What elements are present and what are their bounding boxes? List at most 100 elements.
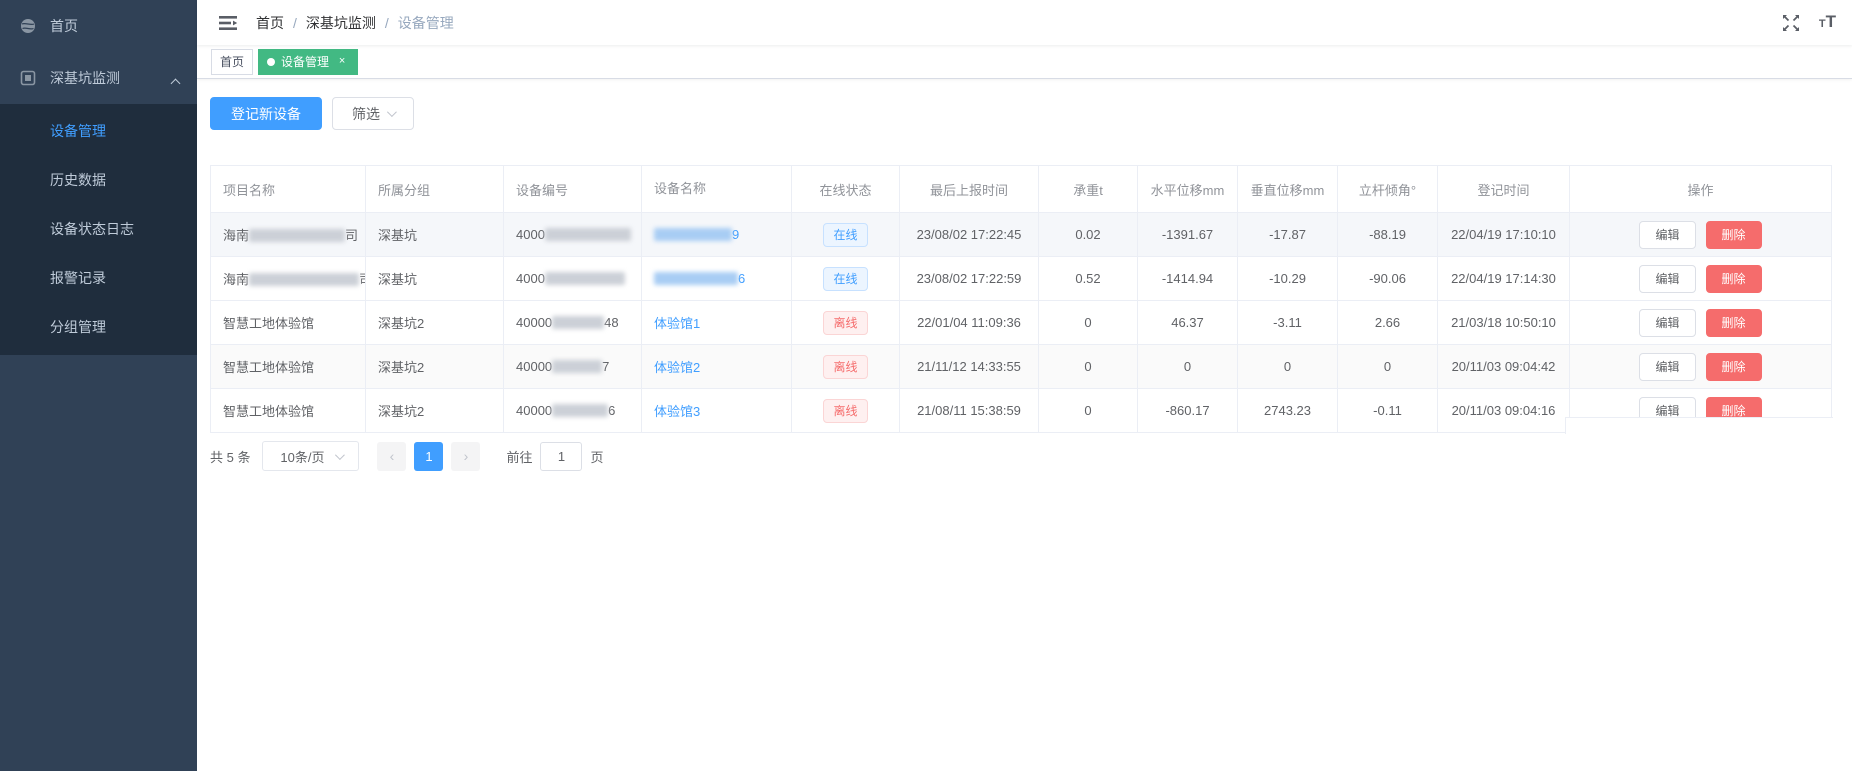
page-number-1[interactable]: 1 bbox=[414, 441, 444, 471]
sidebar-item-home[interactable]: 首页 bbox=[0, 0, 197, 52]
page-size-select[interactable]: 10条/页 bbox=[262, 441, 360, 471]
cell-status: 在线 bbox=[791, 212, 900, 257]
delete-button[interactable]: 删除 bbox=[1705, 308, 1762, 337]
device-name-link[interactable]: 6 bbox=[654, 271, 745, 286]
cell-device-name: 6 bbox=[641, 256, 792, 301]
breadcrumb-home[interactable]: 首页 bbox=[256, 14, 284, 31]
delete-button[interactable]: 删除 bbox=[1705, 264, 1762, 293]
cell-project: 智慧工地体验馆 bbox=[210, 300, 366, 345]
cell-device-no: 40000 48 bbox=[503, 300, 642, 345]
redacted-text bbox=[249, 229, 346, 242]
cell-project: 海南司 bbox=[210, 212, 366, 257]
page-size-value: 10条/页 bbox=[280, 449, 325, 465]
device-name-link[interactable]: 体验馆3 bbox=[654, 404, 701, 419]
cell-group: 深基坑2 bbox=[365, 388, 504, 433]
redacted-text bbox=[544, 228, 631, 241]
table-row: 海南司 深基坑 4000 6 在线 23/08/02 17:22:59 0.52… bbox=[210, 256, 1832, 301]
fullscreen-icon[interactable] bbox=[1781, 13, 1801, 33]
cell-actions: 编辑 删除 bbox=[1569, 300, 1832, 345]
register-device-button[interactable]: 登记新设备 bbox=[210, 97, 322, 130]
active-dot bbox=[267, 57, 276, 66]
device-name-link[interactable]: 9 bbox=[654, 227, 739, 242]
cell-device-name: 体验馆3 bbox=[641, 388, 792, 433]
sort-carets-icon[interactable] bbox=[715, 181, 723, 200]
cell-load: 0.52 bbox=[1038, 256, 1138, 301]
edit-button[interactable]: 编辑 bbox=[1639, 220, 1696, 249]
chevron-down-icon bbox=[386, 107, 397, 118]
cell-status: 离线 bbox=[791, 300, 900, 345]
prev-page-button[interactable]: ‹ bbox=[377, 441, 407, 471]
col-horizontal-disp: 水平位移mm bbox=[1137, 165, 1238, 213]
submenu-label: 设备状态日志 bbox=[50, 220, 134, 237]
col-pole-tilt: 立杆倾角° bbox=[1337, 165, 1438, 213]
col-register-time: 登记时间 bbox=[1437, 165, 1570, 213]
sidebar-group-monitoring[interactable]: 深基坑监测 bbox=[0, 52, 197, 104]
sidebar-item-group-management[interactable]: 分组管理 bbox=[0, 302, 197, 351]
table-row: 智慧工地体验馆 深基坑2 40000 48 体验馆1 离线 22/01/04 11… bbox=[210, 300, 1832, 345]
filter-button[interactable]: 筛选 bbox=[332, 97, 414, 130]
next-page-button[interactable]: › bbox=[451, 441, 481, 471]
status-badge: 离线 bbox=[823, 398, 868, 423]
cell-device-name: 体验馆2 bbox=[641, 344, 792, 389]
status-badge: 在线 bbox=[823, 266, 868, 291]
redacted-link bbox=[654, 272, 738, 285]
sidebar-group-label: 深基坑监测 bbox=[50, 70, 120, 86]
edit-button[interactable]: 编辑 bbox=[1639, 352, 1696, 381]
goto-page-input[interactable] bbox=[540, 441, 583, 471]
dashboard-icon bbox=[21, 19, 35, 33]
font-size-icon[interactable]: TT bbox=[1818, 11, 1836, 31]
edit-button[interactable]: 编辑 bbox=[1639, 308, 1696, 337]
col-last-report: 最后上报时间 bbox=[899, 165, 1039, 213]
sidebar-item-alarm-records[interactable]: 报警记录 bbox=[0, 253, 197, 302]
cell-reg-time: 22/04/19 17:10:10 bbox=[1437, 212, 1570, 257]
sidebar-item-device-status-log[interactable]: 设备状态日志 bbox=[0, 204, 197, 253]
submenu-label: 历史数据 bbox=[50, 171, 106, 188]
cell-project: 海南司 bbox=[210, 256, 366, 301]
cell-status: 离线 bbox=[791, 388, 900, 433]
sidebar-item-device-management[interactable]: 设备管理 bbox=[0, 106, 197, 155]
col-project-name: 项目名称 bbox=[210, 165, 366, 213]
toolbar: 登记新设备 筛选 bbox=[210, 97, 1833, 130]
tag-device-management[interactable]: 设备管理 × bbox=[258, 48, 359, 75]
cell-tilt: -88.19 bbox=[1337, 212, 1438, 257]
cell-v-disp: -3.11 bbox=[1237, 300, 1338, 345]
cell-v-disp: 2743.23 bbox=[1237, 388, 1338, 433]
cell-tilt: -0.11 bbox=[1337, 388, 1438, 433]
delete-button[interactable]: 删除 bbox=[1705, 352, 1762, 381]
cell-h-disp: 0 bbox=[1137, 344, 1238, 389]
cell-group: 深基坑 bbox=[365, 212, 504, 257]
sidebar-collapse-icon[interactable] bbox=[218, 13, 238, 33]
col-device-name[interactable]: 设备名称 bbox=[641, 165, 792, 213]
goto-label: 前往 bbox=[506, 449, 533, 465]
cell-project: 智慧工地体验馆 bbox=[210, 344, 366, 389]
status-badge: 在线 bbox=[823, 222, 868, 247]
table-row: 海南司 深基坑 4000 9 在线 23/08/02 17:22:45 0.02… bbox=[210, 212, 1832, 257]
tag-home[interactable]: 首页 bbox=[211, 48, 254, 75]
cell-reg-time: 20/11/03 09:04:42 bbox=[1437, 344, 1570, 389]
cell-device-name: 9 bbox=[641, 212, 792, 257]
submenu-label: 设备管理 bbox=[50, 122, 106, 139]
edit-button[interactable]: 编辑 bbox=[1639, 264, 1696, 293]
cell-tilt: 0 bbox=[1337, 344, 1438, 389]
breadcrumb-separator: / bbox=[293, 14, 297, 31]
submenu-label: 报警记录 bbox=[50, 269, 106, 286]
col-vertical-disp: 垂直位移mm bbox=[1237, 165, 1338, 213]
sidebar-item-history-data[interactable]: 历史数据 bbox=[0, 155, 197, 204]
cell-load: 0.02 bbox=[1038, 212, 1138, 257]
submenu-label: 分组管理 bbox=[50, 318, 106, 335]
cell-h-disp: 46.37 bbox=[1137, 300, 1238, 345]
cell-h-disp: -860.17 bbox=[1137, 388, 1238, 433]
cell-tilt: -90.06 bbox=[1337, 256, 1438, 301]
close-icon[interactable]: × bbox=[338, 54, 346, 67]
cell-reg-time: 21/03/18 10:50:10 bbox=[1437, 300, 1570, 345]
cell-last-report: 22/01/04 11:09:36 bbox=[899, 300, 1039, 345]
breadcrumb-monitoring[interactable]: 深基坑监测 bbox=[305, 14, 376, 31]
device-name-link[interactable]: 体验馆2 bbox=[654, 360, 701, 375]
cell-device-no: 4000 bbox=[503, 212, 642, 257]
cell-load: 0 bbox=[1038, 388, 1138, 433]
page-unit-label: 页 bbox=[590, 449, 604, 465]
cell-v-disp: 0 bbox=[1237, 344, 1338, 389]
delete-button[interactable]: 删除 bbox=[1705, 220, 1762, 249]
device-name-link[interactable]: 体验馆1 bbox=[654, 316, 701, 331]
main-panel: 首页 / 深基坑监测 / 设备管理 bbox=[197, 0, 1852, 771]
